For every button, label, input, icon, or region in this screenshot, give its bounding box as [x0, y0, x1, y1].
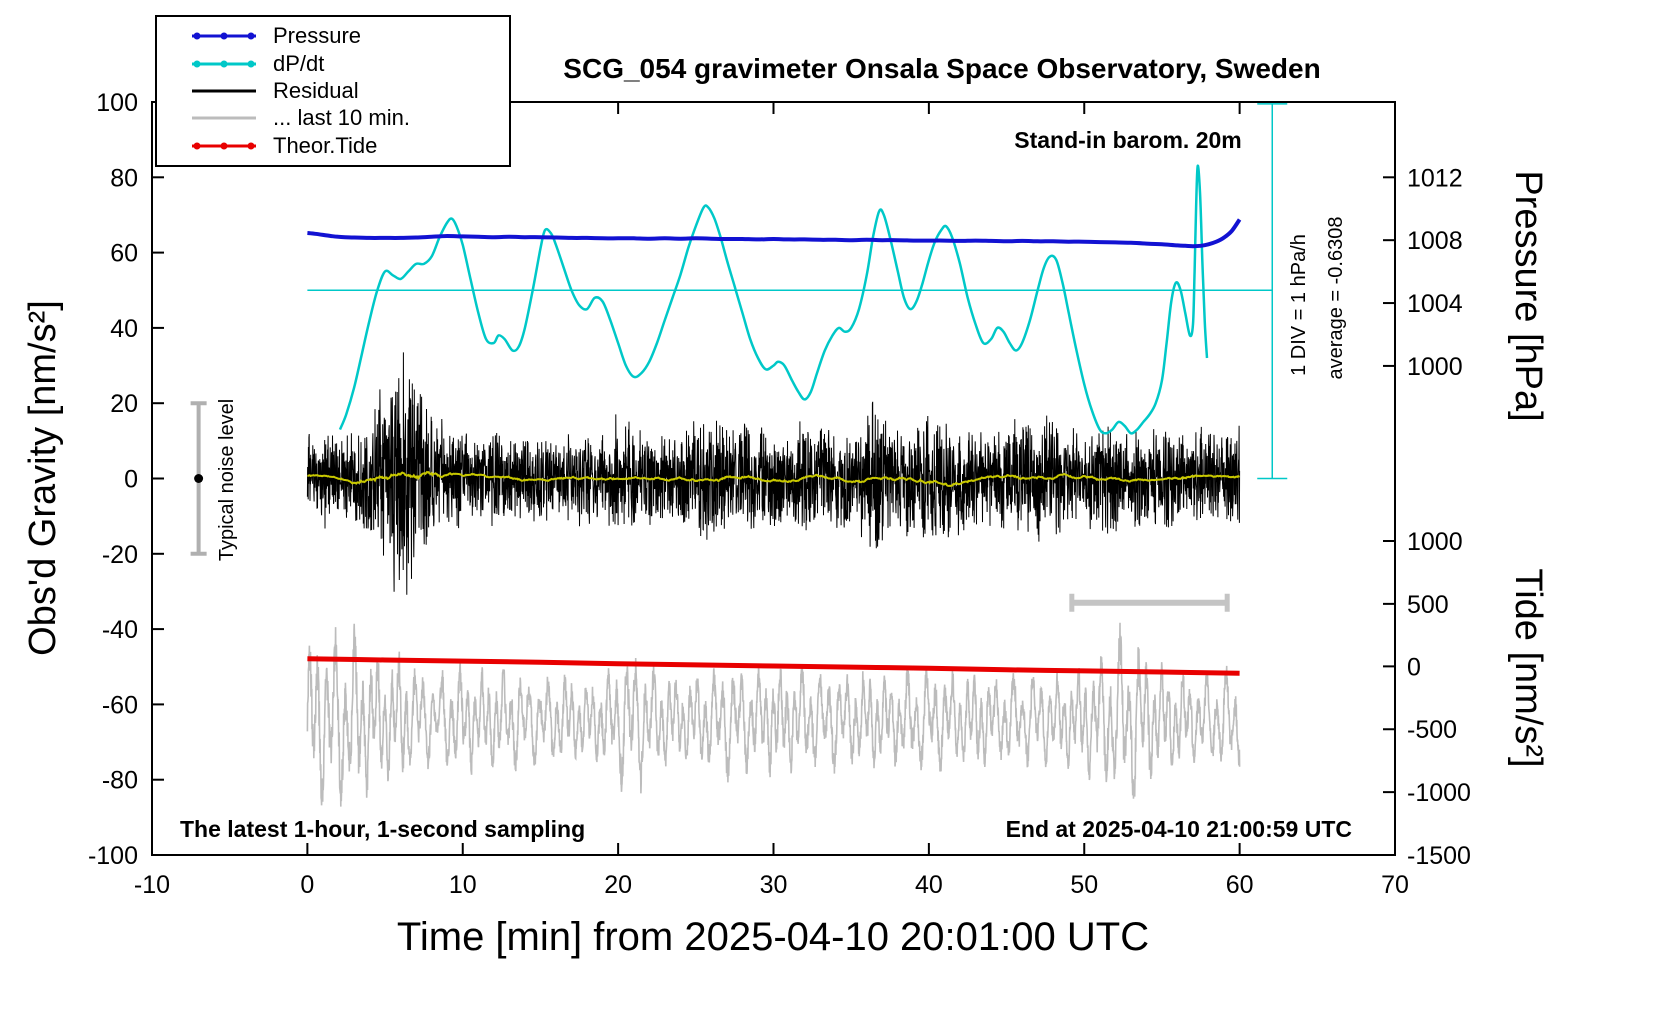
y-left-tick-label: 20	[110, 390, 138, 418]
noise-errorbar-dot	[194, 474, 204, 483]
last10-trace	[306, 622, 1241, 807]
y-left-tick-label: 60	[110, 240, 138, 268]
x-tick-label: 0	[300, 871, 314, 899]
pressure-tick-label: 1008	[1407, 227, 1463, 255]
x-axis-label: Time [min] from 2025-04-10 20:01:00 UTC	[397, 915, 1149, 959]
x-tick-label: 30	[760, 871, 788, 899]
y-left-tick-label: -100	[88, 842, 138, 870]
pressure-line-marker-icon	[192, 32, 256, 40]
y-left-tick-label: -60	[102, 691, 138, 719]
x-tick-label: 50	[1070, 871, 1098, 899]
tide-tick-label: 0	[1407, 653, 1421, 681]
div-scale-note: 1 DIV = 1 hPa/h	[1288, 234, 1310, 376]
y-left-tick-label: 100	[96, 89, 138, 117]
pressure-tick-label: 1012	[1407, 164, 1463, 192]
theortide-line-marker-icon	[192, 142, 256, 150]
pressure-tick-label: 1000	[1407, 353, 1463, 381]
y-left-tick-label: 80	[110, 164, 138, 192]
legend-item-theortide: Theor.Tide	[189, 133, 509, 159]
tide-tick-label: -500	[1407, 716, 1457, 744]
residual-smoothed-line	[307, 470, 1240, 488]
end-time-note: End at 2025-04-10 21:00:59 UTC	[1006, 816, 1352, 842]
dpdt-line-marker-icon	[192, 60, 256, 68]
y-left-tick-label: -80	[102, 767, 138, 795]
legend-item-last10: ... last 10 min.	[189, 105, 509, 131]
theortide-line	[307, 656, 1240, 676]
tide-axis-label: Tide [nm/s²]	[1507, 568, 1549, 767]
x-tick-label: 40	[915, 871, 943, 899]
noise-level-label: Typical noise level	[216, 399, 238, 561]
tide-tick-label: 1000	[1407, 528, 1463, 556]
sampling-note: The latest 1-hour, 1-second sampling	[180, 816, 585, 842]
legend-label-theortide: Theor.Tide	[273, 132, 378, 158]
x-tick-label: 60	[1226, 871, 1254, 899]
barometer-note: Stand-in barom. 20m	[1014, 127, 1241, 153]
y-left-axis-label: Obs'd Gravity [nm/s²]	[22, 300, 64, 656]
legend-label-pressure: Pressure	[273, 23, 362, 49]
chart-title: SCG_054 gravimeter Onsala Space Observat…	[563, 53, 1320, 84]
tide-tick-label: 500	[1407, 591, 1449, 619]
x-tick-label: -10	[134, 871, 170, 899]
pressure-tick-label: 1004	[1407, 290, 1463, 318]
pressure-axis-label: Pressure [hPa]	[1507, 170, 1549, 421]
y-left-tick-label: 40	[110, 315, 138, 343]
tide-tick-label: -1000	[1407, 779, 1471, 807]
legend-item-residual: Residual	[189, 78, 509, 104]
x-tick-label: 70	[1381, 871, 1409, 899]
pressure-line	[307, 218, 1242, 249]
residual-line-marker-icon	[192, 89, 256, 93]
legend-item-dpdt: dP/dt	[189, 51, 509, 77]
legend: Pressure dP/dt Residual ... last 10 min.	[155, 15, 511, 167]
x-tick-label: 10	[449, 871, 477, 899]
legend-label-last10: ... last 10 min.	[273, 105, 410, 131]
tide-tick-label: -1500	[1407, 842, 1471, 870]
dpdt-line	[338, 164, 1209, 435]
axes-layer: -10 0 10 20 30 40 50 60 70100806040200-20-40-60-…	[88, 89, 1471, 899]
y-left-tick-label: -20	[102, 541, 138, 569]
residual-trace	[306, 352, 1241, 595]
series-layer	[190, 103, 1288, 807]
y-left-tick-label: 0	[124, 466, 138, 494]
last10-line-marker-icon	[192, 116, 256, 120]
y-left-tick-label: -40	[102, 616, 138, 644]
legend-label-residual: Residual	[273, 77, 359, 103]
legend-item-pressure: Pressure	[189, 23, 509, 49]
x-tick-label: 20	[604, 871, 632, 899]
legend-label-dpdt: dP/dt	[273, 50, 325, 76]
average-note: average = -0.6308	[1325, 217, 1347, 380]
